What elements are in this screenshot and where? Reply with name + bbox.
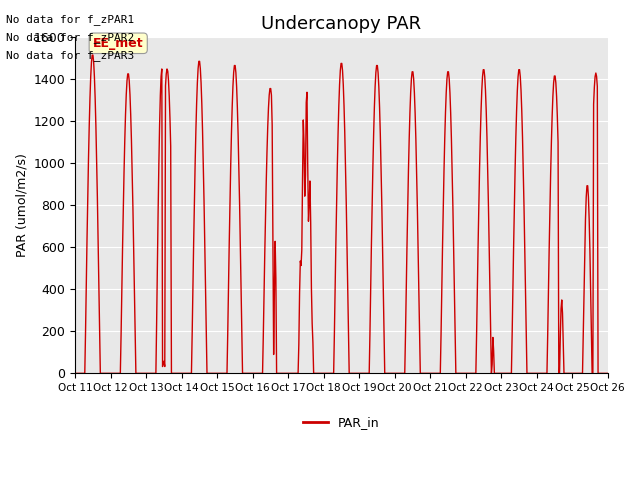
Text: No data for f_zPAR3: No data for f_zPAR3 [6, 50, 134, 61]
Text: No data for f_zPAR2: No data for f_zPAR2 [6, 32, 134, 43]
Legend: PAR_in: PAR_in [298, 411, 385, 434]
Text: EE_met: EE_met [93, 37, 143, 50]
Text: No data for f_zPAR1: No data for f_zPAR1 [6, 13, 134, 24]
Y-axis label: PAR (umol/m2/s): PAR (umol/m2/s) [15, 154, 28, 257]
Title: Undercanopy PAR: Undercanopy PAR [261, 15, 422, 33]
